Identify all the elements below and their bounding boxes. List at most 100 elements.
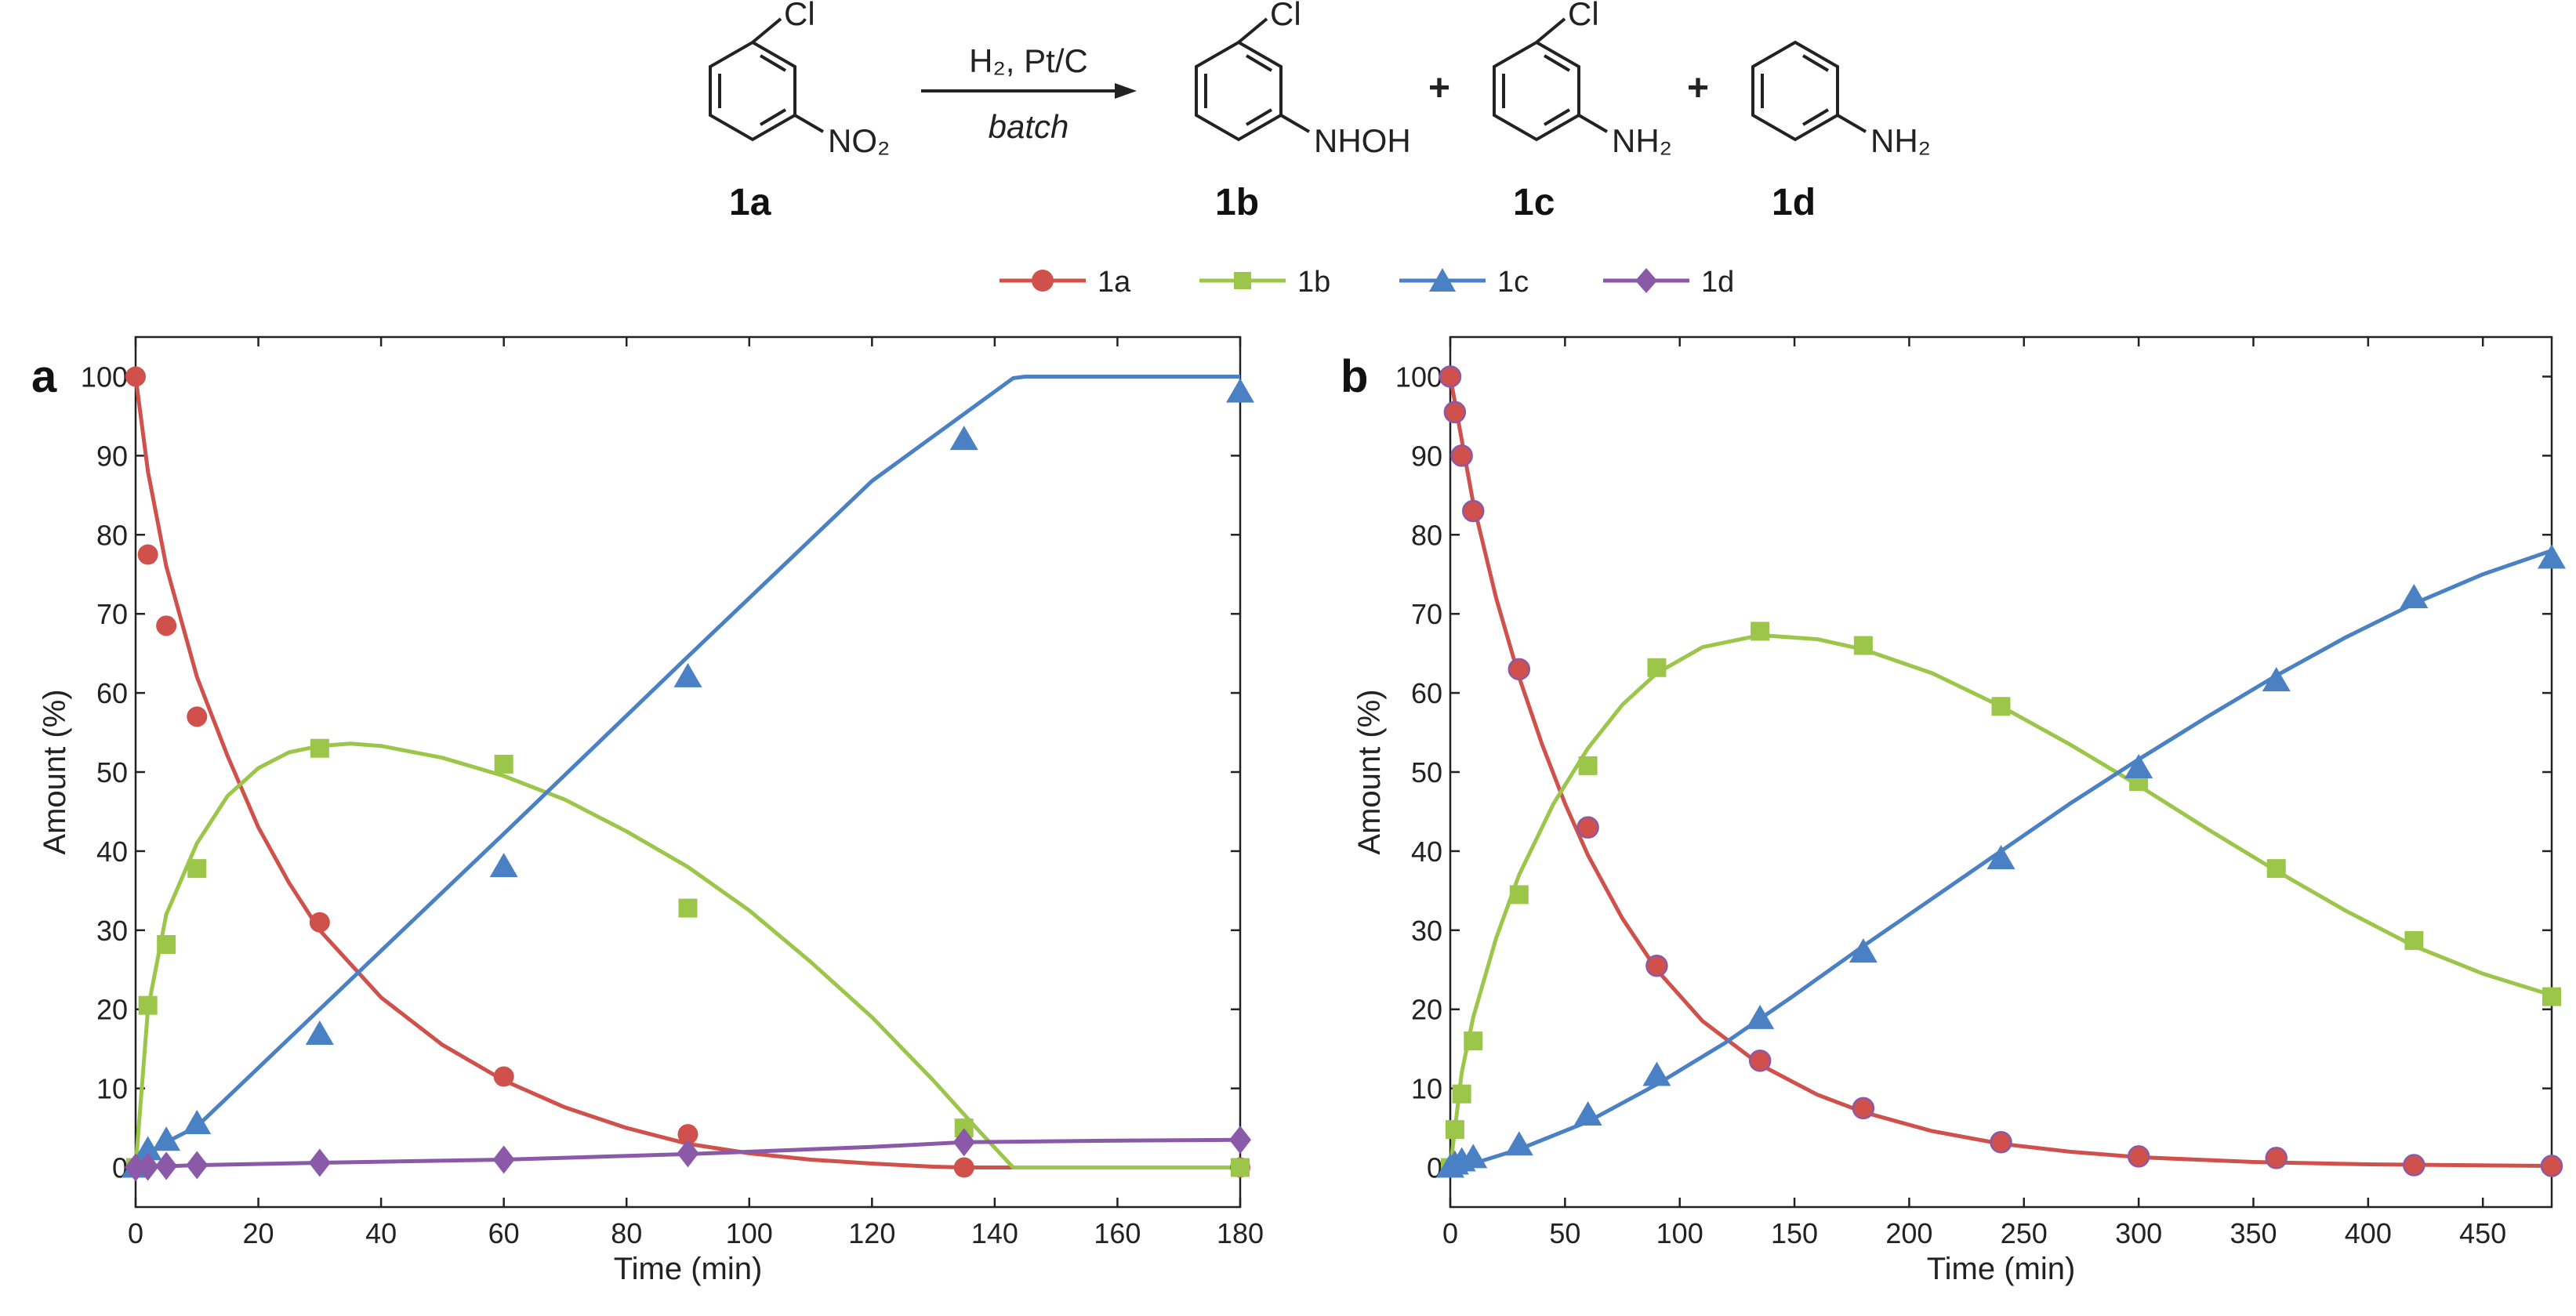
data-point-1a	[953, 1157, 974, 1178]
y-tick-label: 100	[81, 361, 128, 393]
data-point-1d	[308, 1148, 331, 1177]
compound-1c: Cl NH₂ 1c	[1493, 0, 1672, 223]
legend-label-1c: 1c	[1497, 266, 1529, 299]
data-point-1c	[1642, 1061, 1671, 1086]
y-tick-label: 60	[1411, 677, 1442, 709]
y-tick-label: 80	[1411, 519, 1442, 551]
data-point-1a	[1576, 816, 1599, 839]
data-point-1d	[155, 1151, 178, 1180]
data-point-1c	[183, 1110, 212, 1135]
data-point-1d	[1229, 1126, 1251, 1155]
chart-panel-a: a 0 20 40 60 80 100 120 140 160 18001020304050607…	[31, 335, 1264, 1286]
y-tick-label: 90	[1411, 440, 1442, 472]
x-tick-label: 200	[1885, 1217, 1932, 1249]
data-point-1c	[1459, 1144, 1488, 1169]
x-tick-label: 20	[243, 1217, 274, 1249]
data-point-1b	[2404, 930, 2424, 950]
x-axis-label: Time (min)	[1927, 1252, 2076, 1286]
data-point-1a	[1439, 365, 1462, 388]
data-point-1c	[1573, 1100, 1602, 1126]
data-point-1c	[2538, 544, 2566, 569]
series-fit-line-1c	[134, 375, 1240, 1169]
y-tick-label: 30	[96, 915, 128, 947]
data-point-1b	[1751, 622, 1770, 641]
data-point-1b	[494, 754, 513, 774]
data-point-1c	[489, 853, 518, 878]
data-point-1d	[136, 1152, 159, 1181]
legend-label-1b: 1b	[1297, 266, 1330, 299]
data-point-1b	[1853, 636, 1873, 655]
data-point-1a	[1462, 499, 1485, 523]
data-point-1a	[125, 366, 146, 387]
data-point-1a	[1990, 1131, 2012, 1154]
data-point-1a	[156, 615, 177, 636]
series-fit-line-1a	[133, 376, 1240, 1169]
data-point-1b	[1647, 658, 1667, 677]
panel-label-a: a	[31, 351, 57, 402]
compound-1c-side-substituent: NH₂	[1612, 122, 1672, 159]
plus-sign: +	[1428, 67, 1450, 109]
y-tick-label: 60	[96, 677, 128, 709]
data-point-1a	[1645, 954, 1668, 977]
data-point-1d	[952, 1128, 975, 1157]
y-tick-label: 10	[1411, 1073, 1442, 1105]
data-point-1c	[133, 1136, 162, 1161]
x-axis-label: Time (min)	[614, 1252, 763, 1286]
data-point-1c	[2262, 666, 2291, 691]
data-point-1b	[1231, 1158, 1250, 1177]
data-point-1a	[1508, 658, 1531, 681]
x-tick-label: 140	[971, 1217, 1018, 1249]
series-fit-line-1c	[1449, 549, 2552, 1169]
y-axis-label: Amount (%)	[38, 689, 72, 854]
y-tick-label: 70	[96, 598, 128, 630]
compound-1d: NH₂ 1d	[1751, 41, 1931, 223]
data-point-1c	[152, 1126, 181, 1151]
data-point-1c	[2124, 753, 2153, 778]
data-point-1d	[492, 1145, 515, 1174]
data-point-1a	[1852, 1097, 1875, 1120]
compound-1b-label: 1b	[1215, 182, 1259, 223]
data-point-1d	[186, 1151, 209, 1180]
compound-1a-side-substituent: NO₂	[828, 122, 890, 159]
data-point-1b	[678, 898, 698, 918]
x-tick-label: 300	[2115, 1217, 2162, 1249]
compound-1b-side-substituent: NHOH	[1314, 122, 1411, 159]
compound-1d-label: 1d	[1772, 182, 1816, 223]
x-tick-label: 150	[1771, 1217, 1818, 1249]
data-point-1a	[309, 912, 330, 933]
data-point-1b	[2542, 987, 2561, 1006]
data-point-1b	[1509, 885, 1529, 905]
reaction-conditions: batch	[989, 108, 1069, 145]
legend-entry-1b: 1b	[1199, 266, 1330, 299]
x-tick-label: 100	[726, 1217, 773, 1249]
x-tick-label: 0	[128, 1217, 143, 1249]
legend-marker-circle	[1032, 270, 1054, 292]
data-point-1a	[2403, 1154, 2425, 1176]
y-axis-label: Amount (%)	[1352, 689, 1387, 854]
data-point-1a	[677, 1124, 698, 1145]
legend-marker-diamond	[1635, 268, 1657, 293]
data-point-1c	[1746, 1004, 1775, 1029]
x-tick-label: 180	[1217, 1217, 1264, 1249]
data-point-1c	[1504, 1131, 1533, 1156]
data-point-1c	[949, 426, 978, 451]
x-tick-label: 50	[1549, 1217, 1580, 1249]
x-tick-label: 120	[848, 1217, 895, 1249]
x-tick-label: 0	[1442, 1217, 1458, 1249]
legend-marker-triangle	[1429, 268, 1456, 292]
y-tick-label: 50	[96, 756, 128, 789]
data-point-1d	[125, 1153, 147, 1182]
compound-1d-side-substituent: NH₂	[1870, 122, 1931, 159]
data-point-1a	[137, 544, 158, 565]
compound-1b-top-substituent: Cl	[1270, 0, 1301, 32]
data-point-1b	[1464, 1031, 1483, 1051]
plot-frame	[1449, 335, 2553, 1209]
x-tick-label: 60	[488, 1217, 520, 1249]
compound-1a-label: 1a	[729, 182, 771, 223]
data-point-1d	[677, 1139, 699, 1168]
data-point-1a	[1450, 444, 1473, 467]
y-tick-label: 70	[1411, 598, 1442, 630]
data-point-1c	[305, 1021, 334, 1046]
data-point-1b	[1578, 756, 1598, 775]
data-point-1a	[2540, 1155, 2563, 1177]
